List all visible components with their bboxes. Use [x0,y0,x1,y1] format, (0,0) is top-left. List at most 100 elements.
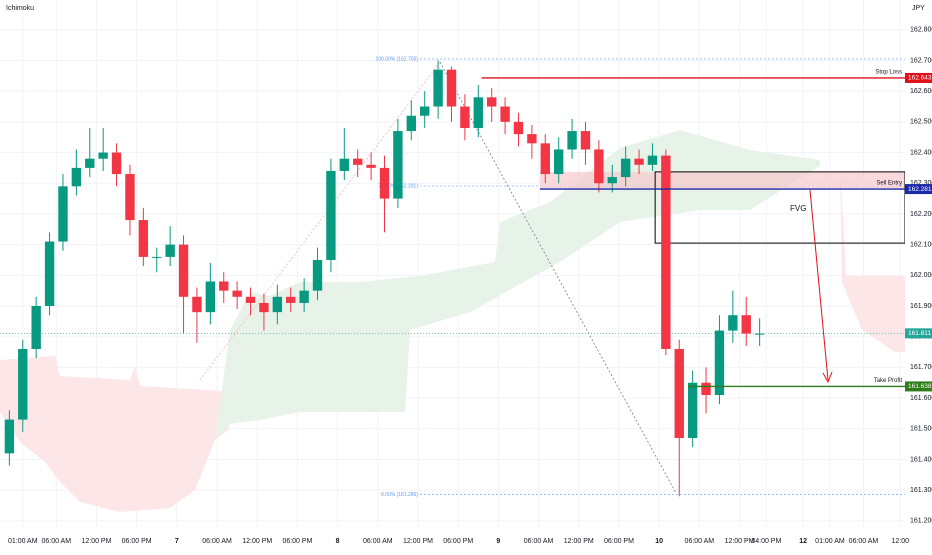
y-tick-label: 162.400 [910,149,932,156]
candle-body [31,306,41,349]
candle-body [540,143,550,175]
x-tick-label: 06:00 AM [524,538,554,545]
price-tag [905,381,932,392]
x-tick-label: 12:00 [892,538,910,545]
price-tag [905,328,932,339]
candle-body [433,69,443,107]
x-tick-label: 10 [655,538,663,545]
y-tick-label: 161.600 [910,395,932,402]
candle-body [312,259,323,291]
candle-body [607,177,617,184]
candle-body [165,244,175,257]
price-tag-label: 161.638 [908,383,932,390]
candle-body [473,97,483,128]
x-tick-label: 06:00 AM [849,538,879,545]
axes: 161.200 161.300 161.400 161.500 161.600 161.7… [8,27,932,545]
candle-body [460,106,470,128]
candle-body [205,281,216,313]
candle-body [138,220,149,257]
price-axis [905,0,932,550]
candle-body [58,186,68,242]
candle-body [245,296,256,303]
price-tag-label: 162.643 [908,75,932,82]
y-tick-label: 162.500 [910,119,932,126]
level-label: Take Profit [874,378,903,384]
candle-body [353,158,363,165]
candle-body [728,315,738,331]
x-tick-label: 01:00 AM [815,538,845,545]
candle-body [4,419,15,454]
y-tick-label: 161.900 [910,303,932,310]
projection-arrow-head [822,371,833,384]
x-tick-label: 06:00 PM [122,538,152,545]
candle-body [567,131,577,150]
y-tick-label: 161.500 [910,426,932,433]
projection-arrow [809,189,829,381]
y-tick-label: 162.600 [910,88,932,95]
y-tick-label: 162.800 [910,27,932,34]
level-label: Stop Loss [875,70,902,76]
cloud-red-right [840,162,905,352]
x-tick-label: 04:00 PM [751,538,781,545]
candle-body [741,315,751,334]
x-tick-label: 12:00 PM [81,538,111,545]
y-tick-label: 162.700 [910,57,932,64]
x-tick-label: 06:00 AM [41,538,71,545]
candle-body [219,281,229,291]
fib-trend [199,61,441,381]
candle-body [647,155,658,165]
candle-body [714,330,725,396]
candle-body [406,115,416,132]
currency: JPY [912,5,925,12]
x-tick-label: 12:00 PM [725,538,755,545]
candle-body [446,69,457,107]
candle-body [580,131,591,150]
candle-body [594,149,604,184]
candle-body [192,296,202,313]
candle-body [18,348,28,420]
x-tick-label: 12:00 PM [403,538,433,545]
x-tick-label: 12:00 PM [564,538,594,545]
candle-body [152,256,162,258]
marks: 100.00% (162.705)71.00% (162.291)0.00% (… [0,56,906,498]
candle-body [286,296,296,303]
x-tick-label: 12:00 PM [242,538,272,545]
level-label: Sell Entry [876,181,902,187]
price-tag-label: 162.281 [908,186,932,193]
indicator-name: Ichimoku [6,5,34,12]
x-tick-label: 06:00 PM [443,538,473,545]
x-tick-label: 06:00 AM [685,538,715,545]
candle-body [232,290,242,297]
candle-body [634,158,644,165]
x-tick-label: 01:00 AM [8,538,38,545]
candle-body [420,106,430,116]
x-tick-label: 06:00 PM [282,538,312,545]
y-tick-label: 162.100 [910,241,932,248]
candle-body [178,244,189,297]
y-tick-label: 161.400 [910,456,932,463]
x-tick-label: 12 [799,538,807,545]
x-tick-label: 06:00 AM [363,538,393,545]
time-axis [0,527,932,550]
candle-body [687,382,698,438]
price-tag [905,184,932,195]
x-tick-label: 06:00 AM [202,538,232,545]
candle-body [326,170,336,260]
candle-body [111,152,122,175]
x-tick-label: 06:00 PM [604,538,634,545]
x-tick-label: 7 [175,538,179,545]
fib-label: 0.00% (161.286) [381,492,418,498]
sell-zone [539,171,905,190]
y-tick-label: 161.200 [910,518,932,525]
y-tick-label: 162.200 [910,211,932,218]
candle-body [71,167,82,187]
candle-body [620,158,631,178]
y-tick-label: 161.300 [910,487,932,494]
candle-body [44,241,55,307]
fib-label: 100.00% (162.705) [375,56,418,62]
candle-body [486,97,497,107]
fvg-label: FVG [790,204,806,213]
candle-body [272,296,283,313]
candle-body [125,174,135,221]
